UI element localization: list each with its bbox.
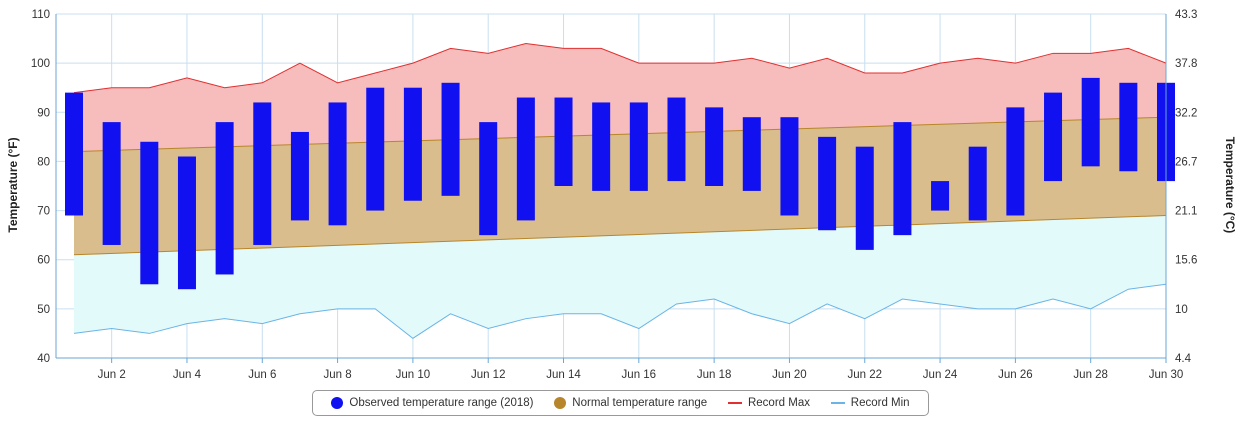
x-tick-label: Jun 14 <box>546 369 581 381</box>
legend-item-record-min[interactable]: Record Min <box>830 397 910 409</box>
observed-bar <box>516 97 535 221</box>
record-max-line <box>73 42 1167 94</box>
temperature-chart: 40 50 60 70 80 90 100 110 4.4 10 15.6 21.1 26.7 32.2 3… <box>6 9 1237 381</box>
y-left-tick-label: 80 <box>37 156 50 168</box>
y-left-tick-label: 110 <box>32 9 50 21</box>
x-tick-label: Jun 18 <box>697 369 732 381</box>
observed-bar <box>479 122 498 236</box>
normal-low-line <box>73 214 1167 256</box>
observed-bar <box>629 102 648 191</box>
record-max-band <box>74 43 1166 152</box>
x-tick-label: Jun 24 <box>923 369 958 381</box>
observed-bar <box>931 181 950 211</box>
observed-bar <box>968 146 987 221</box>
observed-bar <box>1044 92 1063 182</box>
y-axis-right-title: Temperature (°C) <box>1223 137 1237 234</box>
observed-bar <box>290 131 309 221</box>
observed-bar <box>441 82 460 196</box>
observed-bar <box>215 122 234 275</box>
observed-bar <box>855 146 874 250</box>
record-min-band <box>74 215 1166 339</box>
y-left-tick-label: 50 <box>37 304 50 316</box>
observed-bar <box>742 117 761 191</box>
legend-item-normal[interactable]: Normal temperature range <box>554 397 707 409</box>
legend: Observed temperature range (2018) Normal… <box>312 390 929 416</box>
observed-bar <box>102 122 121 245</box>
record-max-line-icon <box>727 402 742 404</box>
y-right-tick-label: 10 <box>1175 304 1188 316</box>
y-axis-left-title: Temperature (°F) <box>6 137 20 232</box>
observed-bar <box>780 117 799 216</box>
normal-swatch-icon <box>554 397 567 409</box>
x-tick-label: Jun 30 <box>1149 369 1184 381</box>
y-right-tick-label: 37.8 <box>1175 58 1197 70</box>
legend-item-record-max[interactable]: Record Max <box>727 397 810 409</box>
x-tick-label: Jun 10 <box>396 369 431 381</box>
y-left-tick-label: 70 <box>37 206 50 218</box>
observed-bar <box>592 102 611 191</box>
x-tick-label: Jun 12 <box>471 369 506 381</box>
normal-range-band <box>74 117 1166 255</box>
record-min-line-icon <box>830 402 845 404</box>
x-tick-label: Jun 26 <box>998 369 1033 381</box>
y-left-tick-label: 60 <box>37 255 50 267</box>
y-right-tick-label: 15.6 <box>1175 255 1197 267</box>
observed-bar <box>554 97 573 186</box>
legend-label-record-max: Record Max <box>747 397 810 409</box>
x-tick-label: Jun 28 <box>1073 369 1108 381</box>
x-tick-label: Jun 6 <box>248 369 276 381</box>
observed-bar <box>366 87 385 211</box>
range-bands <box>74 43 1166 339</box>
axes: 40 50 60 70 80 90 100 110 4.4 10 15.6 21.1 26.7 32.2 3… <box>31 9 1198 381</box>
observed-bar <box>1119 82 1138 172</box>
y-right-tick-label: 43.3 <box>1175 9 1197 21</box>
y-right-tick-label: 4.4 <box>1175 353 1192 365</box>
y-right-tick-label: 21.1 <box>1175 206 1197 218</box>
observed-bar <box>140 141 159 285</box>
legend-label-normal: Normal temperature range <box>572 397 708 409</box>
x-tick-label: Jun 8 <box>324 369 352 381</box>
observed-bar <box>1081 77 1100 167</box>
y-left-tick-label: 40 <box>37 353 50 365</box>
y-right-tick-label: 32.2 <box>1175 107 1197 119</box>
x-tick-label: Jun 20 <box>772 369 807 381</box>
legend-label-observed: Observed temperature range (2018) <box>349 397 534 409</box>
observed-bar <box>253 102 272 245</box>
observed-bar <box>1006 107 1025 216</box>
observed-bar <box>65 92 83 216</box>
observed-bars <box>65 77 1175 290</box>
observed-bar <box>818 136 837 231</box>
observed-bar <box>705 107 724 186</box>
observed-bar <box>328 102 347 226</box>
observed-bar <box>177 156 196 290</box>
x-tick-label: Jun 16 <box>622 369 657 381</box>
y-right-tick-label: 26.7 <box>1175 156 1197 168</box>
x-tick-label: Jun 2 <box>98 369 126 381</box>
x-tick-label: Jun 22 <box>847 369 882 381</box>
observed-bar <box>667 97 686 182</box>
record-min-line <box>73 283 1167 339</box>
observed-bar <box>403 87 422 201</box>
observed-swatch-icon <box>331 397 344 409</box>
observed-bar <box>893 122 912 236</box>
y-left-tick-label: 90 <box>37 107 50 119</box>
y-left-tick-label: 100 <box>31 58 50 70</box>
legend-label-record-min: Record Min <box>850 397 910 409</box>
x-tick-label: Jun 4 <box>173 369 202 381</box>
legend-item-observed[interactable]: Observed temperature range (2018) <box>331 397 534 409</box>
